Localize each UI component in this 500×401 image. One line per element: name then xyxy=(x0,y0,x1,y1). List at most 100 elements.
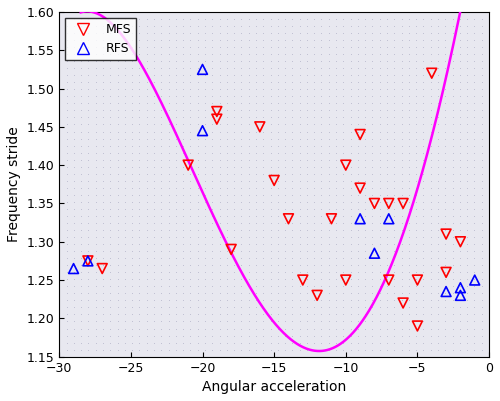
Point xyxy=(442,297,450,304)
Point xyxy=(136,304,143,311)
Point xyxy=(463,16,471,22)
Point xyxy=(398,9,406,15)
Point xyxy=(216,114,224,121)
Point xyxy=(303,241,311,247)
Point xyxy=(463,86,471,93)
Point xyxy=(383,86,391,93)
Point xyxy=(128,325,136,332)
Point xyxy=(216,311,224,318)
Point xyxy=(62,23,70,29)
Point xyxy=(194,65,202,71)
Point xyxy=(398,156,406,163)
Point xyxy=(478,184,486,191)
Point xyxy=(106,86,114,93)
Point xyxy=(325,72,333,79)
Point xyxy=(99,290,107,296)
Point xyxy=(281,220,289,226)
Point xyxy=(216,30,224,36)
Point xyxy=(244,86,252,93)
Point xyxy=(172,51,180,57)
Point xyxy=(470,150,478,156)
Point xyxy=(296,192,304,198)
Point xyxy=(368,346,376,353)
Point xyxy=(346,184,354,191)
Point xyxy=(216,164,224,170)
Point xyxy=(427,100,435,107)
Point xyxy=(150,353,158,360)
Point xyxy=(281,170,289,177)
Point xyxy=(244,142,252,149)
Point xyxy=(77,241,85,247)
Point xyxy=(172,65,180,71)
Point xyxy=(92,248,100,254)
Point xyxy=(463,51,471,57)
Point xyxy=(142,23,150,29)
Point xyxy=(412,58,420,65)
Point xyxy=(354,192,362,198)
Point xyxy=(223,227,231,233)
Point xyxy=(470,277,478,283)
Point xyxy=(259,79,267,85)
Point xyxy=(303,142,311,149)
Point xyxy=(238,255,246,261)
Point xyxy=(274,276,282,282)
Point xyxy=(478,332,486,339)
Point xyxy=(383,325,391,332)
Point xyxy=(456,276,464,282)
Point xyxy=(223,58,231,65)
Point xyxy=(354,304,362,311)
Point xyxy=(288,262,296,268)
Point xyxy=(303,44,311,50)
Point xyxy=(150,107,158,113)
Point xyxy=(194,178,202,184)
Point xyxy=(150,220,158,226)
Point xyxy=(427,114,435,121)
Point xyxy=(230,72,238,79)
Point xyxy=(223,283,231,290)
Point xyxy=(121,290,129,296)
Point xyxy=(427,9,435,15)
Point xyxy=(84,65,92,71)
Point xyxy=(164,304,172,311)
Point xyxy=(368,23,376,29)
Point xyxy=(230,220,238,226)
Point xyxy=(281,178,289,184)
Point xyxy=(434,206,442,212)
Point xyxy=(325,206,333,212)
Point xyxy=(157,37,165,43)
Point xyxy=(164,262,172,268)
Point xyxy=(340,255,347,261)
Point xyxy=(376,107,384,113)
Point xyxy=(346,170,354,177)
Point xyxy=(456,121,464,128)
Point xyxy=(318,269,326,275)
Point xyxy=(368,142,376,149)
Point xyxy=(274,241,282,247)
Point xyxy=(376,332,384,339)
Point xyxy=(470,304,478,311)
Point xyxy=(194,290,202,296)
Point xyxy=(332,58,340,65)
Point xyxy=(346,213,354,219)
Point xyxy=(150,93,158,99)
Point xyxy=(194,16,202,22)
Point xyxy=(420,44,428,50)
Point xyxy=(456,93,464,99)
Point xyxy=(318,178,326,184)
Point xyxy=(354,65,362,71)
Point xyxy=(332,72,340,79)
Point xyxy=(274,297,282,304)
Point xyxy=(259,58,267,65)
Point xyxy=(92,100,100,107)
Point xyxy=(383,23,391,29)
Point xyxy=(376,65,384,71)
Point xyxy=(179,107,187,113)
Point xyxy=(390,128,398,135)
Point xyxy=(427,86,435,93)
Point xyxy=(266,297,274,304)
Point xyxy=(325,227,333,233)
Point xyxy=(55,37,63,43)
Point xyxy=(186,283,194,290)
Point xyxy=(405,353,413,360)
Point xyxy=(266,58,274,65)
